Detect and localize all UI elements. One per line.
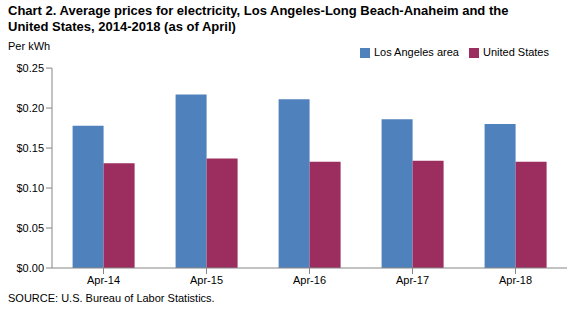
html-text:United States: United States [483,46,549,58]
html-text:SOURCE: U.S. Bureau of Labor S: SOURCE: U.S. Bureau of Labor Statistics. [8,292,215,304]
html-text:Chart 2. Average prices for el: Chart 2. Average prices for electricity,… [8,3,509,34]
svg-text:Apr-17: Apr-17 [396,274,429,286]
svg-text:Apr-16: Apr-16 [293,274,326,286]
svg-text:$0.20: $0.20 [16,102,44,114]
svg-text:$0.25: $0.25 [16,62,44,74]
svg-text:$0.15: $0.15 [16,142,44,154]
svg-text:$0.05: $0.05 [16,222,44,234]
svg-text:Apr-14: Apr-14 [87,274,120,286]
html-text:Los Angeles area: Los Angeles area [373,46,459,58]
svg-text:$0.10: $0.10 [16,182,44,194]
html-text:Per kWh: Per kWh [8,40,51,52]
svg-text:$0.00: $0.00 [16,262,44,274]
svg-text:Apr-15: Apr-15 [190,274,223,286]
svg-text:Apr-18: Apr-18 [499,274,532,286]
